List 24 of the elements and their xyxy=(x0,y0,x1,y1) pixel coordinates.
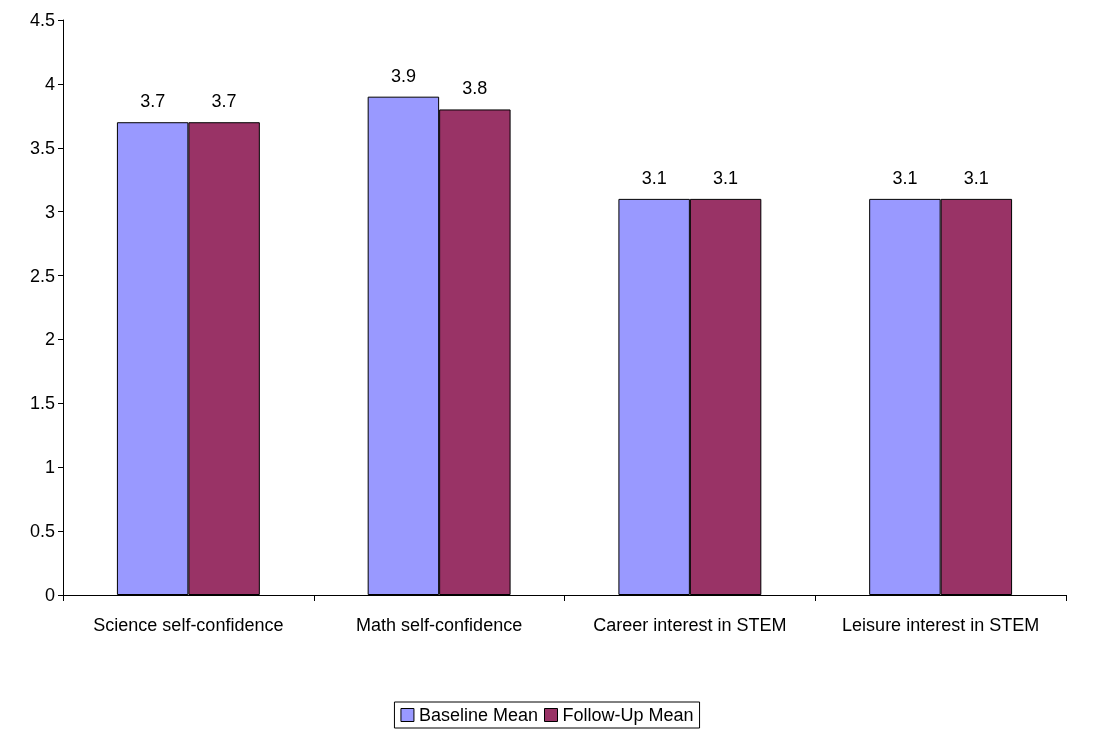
y-tick-label: 1.5 xyxy=(29,393,55,414)
x-tick-label: Career interest in STEM xyxy=(593,615,787,635)
data-label: 3.1 xyxy=(713,167,739,188)
data-label: 3.1 xyxy=(641,167,667,188)
data-label: 3.7 xyxy=(140,91,166,112)
y-tick-label: 3 xyxy=(44,201,55,222)
y-tick-label: 2 xyxy=(44,329,55,350)
data-label: 3.7 xyxy=(211,91,237,112)
legend-label: Baseline Mean xyxy=(418,705,539,725)
legend-label: Follow-Up Mean xyxy=(562,705,694,725)
y-tick-label: 3.5 xyxy=(29,137,55,158)
y-tick-label: 4.5 xyxy=(29,10,55,30)
y-tick-label: 0 xyxy=(44,585,55,605)
data-label: 3.1 xyxy=(892,167,918,188)
data-label: 3.1 xyxy=(963,167,989,188)
y-tick-label: 0.5 xyxy=(29,521,55,542)
x-tick-label: Math self-confidence xyxy=(356,615,523,635)
x-tick-label: Science self-confidence xyxy=(93,615,284,635)
x-tick-label: Leisure interest in STEM xyxy=(842,615,1040,635)
y-tick-label: 2.5 xyxy=(29,265,55,286)
y-tick-label: 1 xyxy=(44,457,55,478)
y-tick-label: 4 xyxy=(44,73,55,94)
data-label: 3.8 xyxy=(462,78,488,99)
data-label: 3.9 xyxy=(390,65,416,86)
